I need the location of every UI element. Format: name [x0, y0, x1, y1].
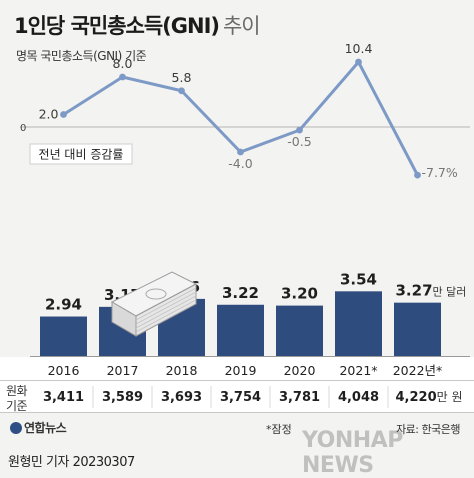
- logo-mark-icon: [10, 421, 22, 434]
- banknote-edge: [135, 287, 197, 321]
- table-band: [0, 357, 474, 413]
- banknote-edge: [135, 291, 197, 325]
- title-text: 1인당 국민총소득(GNI): [14, 14, 220, 38]
- growth-label-box: [29, 143, 133, 165]
- krw-value: 4,048: [338, 390, 379, 405]
- growth-rate-point: [355, 58, 362, 66]
- byline: 원형민 기자 20230307: [8, 455, 135, 470]
- krw-unit-label: 만 원: [437, 390, 463, 404]
- x-tick-label: 2019: [225, 363, 257, 378]
- x-tick-label: 2017: [107, 363, 139, 378]
- gni-bar: [40, 316, 87, 356]
- x-tick-label: 2020: [284, 363, 316, 378]
- currency-label-line2: 기준: [6, 399, 28, 413]
- krw-value: 3,411: [43, 390, 84, 405]
- growth-rate-point: [178, 87, 185, 95]
- provisional-note: *잠정: [266, 423, 292, 436]
- krw-value: 3,781: [279, 390, 320, 405]
- banknote-edge: [135, 299, 197, 333]
- growth-rate-point: [60, 111, 67, 118]
- growth-rate-label: -4.0: [228, 156, 252, 171]
- growth-rate-point: [414, 171, 421, 179]
- krw-table: 2016 2017 2018 2019 2020 2021* 2022년* 3,411 3,58…: [0, 357, 474, 413]
- growth-rate-label: 10.4: [345, 41, 373, 56]
- growth-rate-label: 5.8: [172, 70, 192, 85]
- x-tick-label: 2022년*: [393, 363, 443, 378]
- gni-value-label: 3.20: [281, 285, 318, 303]
- gni-value-label: 3.22: [222, 284, 259, 302]
- x-tick-label: 2018: [166, 363, 198, 378]
- subtitle: 명목 국민총소득(GNI) 기준: [16, 49, 147, 63]
- growth-rate-point: [296, 126, 303, 134]
- gni-bar-chart: 2.943.173.363.223.203.543.27만 달러: [30, 270, 470, 357]
- growth-rate-label: 2.0: [39, 107, 59, 122]
- x-tick-label: 2021*: [339, 363, 377, 378]
- growth-rate-label: -7.7%: [422, 165, 458, 180]
- gni-bar: [335, 291, 382, 356]
- source: 자료: 한국은행: [396, 423, 460, 436]
- title-suffix: 추이: [222, 14, 261, 38]
- gni-bar: [217, 304, 264, 356]
- krw-value: 3,754: [220, 390, 261, 405]
- krw-value: 4,220만 원: [396, 390, 463, 405]
- x-tick-label: 2016: [48, 363, 80, 378]
- growth-rate-line-chart: 0 2.0 8.0 5.8 -4.0 -0.5 10.4 -7.7% 전년 대비 증감률: [20, 41, 470, 180]
- yonhap-logo: 연합뉴스: [10, 419, 67, 436]
- page-title: 1인당 국민총소득(GNI) 추이: [14, 10, 261, 40]
- banknote-emblem: [145, 288, 167, 300]
- watermark: YONHAP NEWS: [302, 428, 403, 478]
- growth-rate-point: [237, 148, 244, 156]
- gni-value-label: 2.94: [45, 296, 82, 314]
- gni-unit-label: 만 달러: [433, 286, 467, 299]
- gni-bar: [276, 305, 323, 356]
- banknote-side-right: [135, 283, 197, 337]
- banknote-stack-illustration: [110, 271, 198, 337]
- banknote-stack: [110, 271, 198, 337]
- growth-rate-label: 8.0: [113, 56, 133, 71]
- krw-value: 3,589: [102, 390, 143, 405]
- growth-rate-label: -0.5: [287, 134, 311, 149]
- growth-label: 전년 대비 증감률: [39, 148, 124, 162]
- banknote-edge: [135, 295, 197, 329]
- krw-value: 3,693: [161, 390, 202, 405]
- gni-value-label: 3.54: [340, 270, 377, 288]
- zero-tick-label: 0: [20, 123, 26, 134]
- logo-text: 연합뉴스: [24, 421, 67, 435]
- gni-bar: [394, 302, 441, 356]
- growth-rate-point: [119, 73, 126, 81]
- currency-label-line1: 원화: [6, 384, 28, 398]
- gni-value-label: 3.27만 달러: [396, 282, 467, 300]
